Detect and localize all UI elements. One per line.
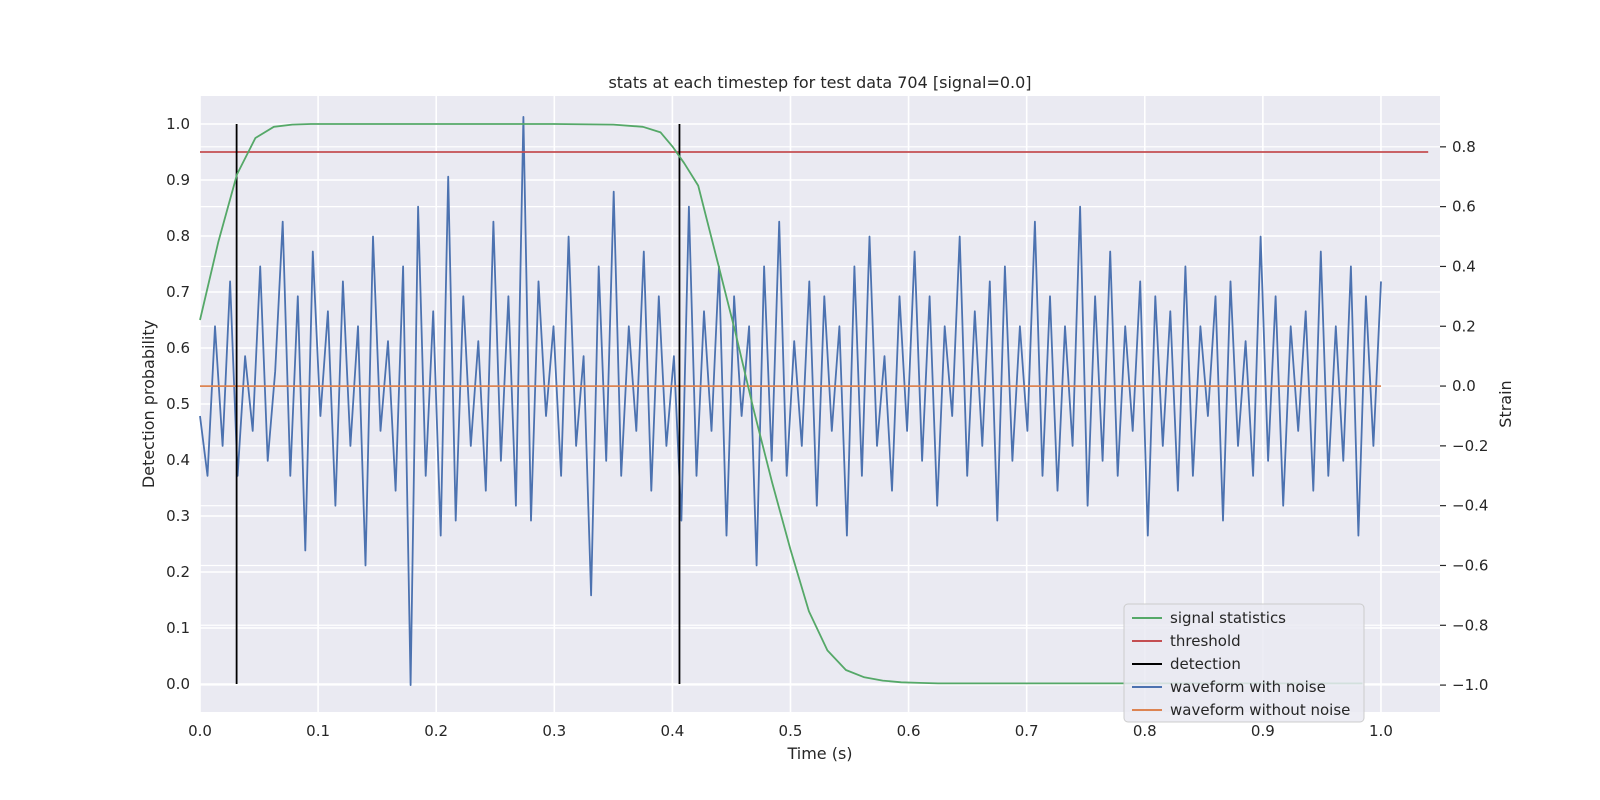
y-right-tick-label: −0.4: [1452, 497, 1488, 515]
y-left-tick-label: 0.3: [166, 507, 190, 525]
x-axis-label: Time (s): [786, 744, 852, 763]
y-right-tick-label: 0.2: [1452, 317, 1476, 335]
y-left-tick-label: 1.0: [166, 115, 190, 133]
y-axis-left-label: Detection probability: [139, 320, 158, 488]
legend-item-label: detection: [1170, 655, 1241, 673]
x-tick-label: 0.6: [897, 722, 921, 740]
y-left-tick-label: 0.4: [166, 451, 190, 469]
y-left-tick-label: 0.2: [166, 563, 190, 581]
y-right-tick-label: 0.4: [1452, 257, 1476, 275]
y-right-tick-label: −0.2: [1452, 437, 1488, 455]
x-tick-label: 0.0: [188, 722, 212, 740]
y-left-tick-label: 0.1: [166, 619, 190, 637]
y-left-tick-label: 0.0: [166, 675, 190, 693]
x-tick-label: 0.4: [660, 722, 684, 740]
legend: signal statistics threshold detection wavef…: [1123, 603, 1365, 723]
series-waveform-with-noise: [199, 116, 1382, 686]
y-axis-right-label: Strain: [1496, 380, 1515, 427]
y-right-tick-label: −0.6: [1452, 556, 1488, 574]
x-tick-label: 0.8: [1133, 722, 1157, 740]
y-right-tick-label: 0.0: [1452, 377, 1476, 395]
x-tick-label: 1.0: [1369, 722, 1393, 740]
x-tick-label: 0.2: [424, 722, 448, 740]
y-left-tick-label: 0.9: [166, 171, 190, 189]
y-right-tick-label: 0.8: [1452, 138, 1476, 156]
series-layer: [199, 116, 1429, 686]
x-tick-label: 0.5: [779, 722, 803, 740]
x-tick-label: 0.7: [1015, 722, 1039, 740]
legend-box: [1123, 603, 1365, 723]
x-tick-label: 0.1: [306, 722, 330, 740]
legend-item-label: waveform with noise: [1170, 678, 1326, 696]
x-tick-label: 0.9: [1251, 722, 1275, 740]
legend-item-label: threshold: [1170, 632, 1241, 650]
y-left-tick-label: 0.8: [166, 227, 190, 245]
y-right-tick-label: −0.8: [1452, 616, 1488, 634]
y-left-tick-label: 0.5: [166, 395, 190, 413]
y-left-tick-label: 0.7: [166, 283, 190, 301]
legend-item-label: waveform without noise: [1170, 701, 1350, 719]
y-right-tick-label: −1.0: [1452, 676, 1488, 694]
axes-layer: 0.0 0.1 0.2 0.3 0.4 0.5 0.6 0.7 0.8 0.9 1.0 0.0 0.1 0…: [166, 115, 1488, 740]
legend-item-label: signal statistics: [1170, 609, 1286, 627]
y-left-tick-label: 0.6: [166, 339, 190, 357]
y-right-tick-label: 0.6: [1452, 198, 1476, 216]
x-tick-label: 0.3: [542, 722, 566, 740]
chart-title: stats at each timestep for test data 704…: [608, 73, 1031, 92]
series-signal-statistics: [199, 123, 1363, 685]
